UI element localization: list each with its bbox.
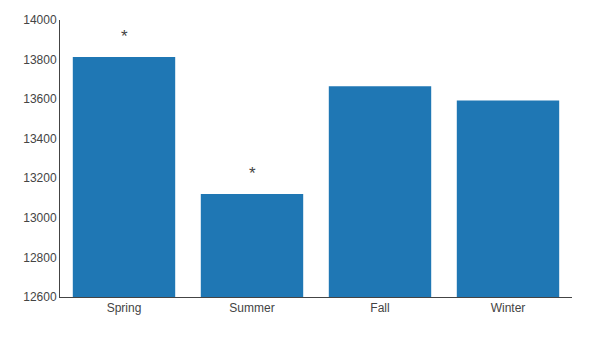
svg-text:12600: 12600: [23, 290, 57, 304]
svg-text:*: *: [249, 164, 256, 183]
svg-text:13000: 13000: [23, 211, 57, 225]
svg-text:13800: 13800: [23, 53, 57, 67]
svg-text:13200: 13200: [23, 171, 57, 185]
svg-text:14000: 14000: [23, 13, 57, 27]
svg-text:Summer: Summer: [229, 301, 274, 315]
svg-text:*: *: [121, 27, 128, 46]
svg-text:12800: 12800: [23, 251, 57, 265]
svg-text:Fall: Fall: [370, 301, 389, 315]
svg-text:13400: 13400: [23, 132, 57, 146]
svg-text:Spring: Spring: [107, 301, 142, 315]
svg-text:13600: 13600: [23, 92, 57, 106]
svg-text:Winter: Winter: [491, 301, 526, 315]
